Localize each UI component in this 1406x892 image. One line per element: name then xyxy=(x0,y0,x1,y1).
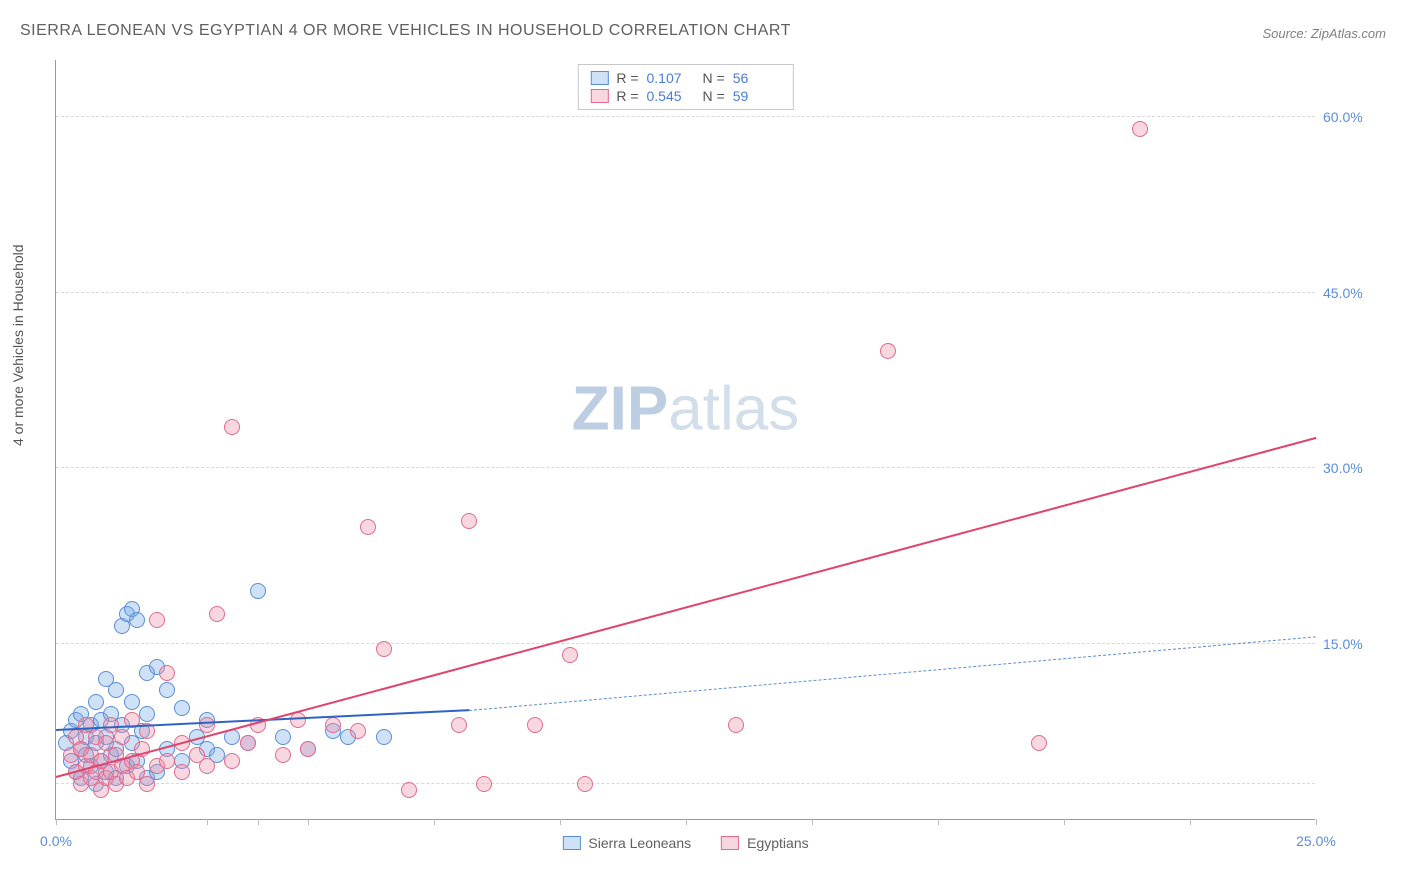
scatter-point xyxy=(451,717,467,733)
legend-r-label: R = xyxy=(616,88,638,104)
scatter-point xyxy=(88,694,104,710)
scatter-point xyxy=(129,612,145,628)
x-tick-label: 25.0% xyxy=(1296,833,1336,849)
x-tick xyxy=(308,819,309,825)
grid-line xyxy=(56,783,1315,784)
scatter-point xyxy=(224,753,240,769)
scatter-point xyxy=(527,717,543,733)
scatter-point xyxy=(376,729,392,745)
scatter-point xyxy=(360,519,376,535)
scatter-point xyxy=(350,723,366,739)
scatter-point xyxy=(1132,121,1148,137)
scatter-point xyxy=(124,694,140,710)
watermark-bold: ZIP xyxy=(572,375,668,444)
grid-line xyxy=(56,116,1315,117)
source-name: ZipAtlas.com xyxy=(1311,26,1386,41)
scatter-point xyxy=(108,682,124,698)
scatter-point xyxy=(275,729,291,745)
x-tick xyxy=(560,819,561,825)
legend-series: Sierra Leoneans Egyptians xyxy=(562,835,808,851)
scatter-point xyxy=(577,776,593,792)
legend-stat-row: R = 0.545 N = 59 xyxy=(590,87,780,105)
legend-swatch xyxy=(590,71,608,85)
grid-line xyxy=(56,643,1315,644)
legend-series-label: Sierra Leoneans xyxy=(588,835,691,851)
y-tick-label: 45.0% xyxy=(1323,285,1383,301)
legend-series-item: Egyptians xyxy=(721,835,808,851)
x-tick xyxy=(1190,819,1191,825)
scatter-point xyxy=(376,641,392,657)
scatter-point xyxy=(174,764,190,780)
scatter-point xyxy=(461,513,477,529)
x-tick xyxy=(258,819,259,825)
scatter-point xyxy=(159,682,175,698)
scatter-point xyxy=(199,717,215,733)
legend-r-value: 0.545 xyxy=(647,88,695,104)
x-tick xyxy=(434,819,435,825)
trend-line xyxy=(469,637,1316,712)
watermark: ZIPatlas xyxy=(572,374,799,445)
legend-swatch xyxy=(721,836,739,850)
scatter-plot-area: ZIPatlas R =0.107N =56R =0.545N =59 Sier… xyxy=(55,60,1315,820)
legend-series-label: Egyptians xyxy=(747,835,808,851)
scatter-point xyxy=(114,729,130,745)
scatter-point xyxy=(199,758,215,774)
source-attribution: Source: ZipAtlas.com xyxy=(1262,26,1386,41)
scatter-point xyxy=(275,747,291,763)
scatter-point xyxy=(209,606,225,622)
scatter-point xyxy=(250,583,266,599)
legend-r-label: R = xyxy=(616,70,638,86)
legend-swatch xyxy=(590,89,608,103)
source-prefix: Source: xyxy=(1262,26,1310,41)
scatter-point xyxy=(880,343,896,359)
legend-n-value: 56 xyxy=(733,70,781,86)
scatter-point xyxy=(159,753,175,769)
legend-series-item: Sierra Leoneans xyxy=(562,835,691,851)
trend-line xyxy=(56,437,1317,778)
scatter-point xyxy=(224,419,240,435)
legend-stats-box: R = 0.107 N = 56 R = 0.545 N = 59 xyxy=(577,64,793,110)
legend-r-value: 0.107 xyxy=(647,70,695,86)
x-tick xyxy=(207,819,208,825)
y-tick-label: 60.0% xyxy=(1323,109,1383,125)
x-tick xyxy=(1316,819,1317,825)
x-tick xyxy=(686,819,687,825)
scatter-point xyxy=(562,647,578,663)
scatter-point xyxy=(325,717,341,733)
legend-swatch xyxy=(562,836,580,850)
x-tick xyxy=(938,819,939,825)
x-tick-label: 0.0% xyxy=(40,833,72,849)
x-tick xyxy=(56,819,57,825)
grid-line xyxy=(56,292,1315,293)
legend-n-value: 59 xyxy=(733,88,781,104)
scatter-point xyxy=(149,612,165,628)
watermark-rest: atlas xyxy=(668,375,799,444)
scatter-point xyxy=(476,776,492,792)
scatter-point xyxy=(1031,735,1047,751)
scatter-point xyxy=(174,700,190,716)
legend-n-label: N = xyxy=(703,88,725,104)
y-tick-label: 30.0% xyxy=(1323,460,1383,476)
y-tick-label: 15.0% xyxy=(1323,636,1383,652)
scatter-point xyxy=(159,665,175,681)
scatter-point xyxy=(300,741,316,757)
legend-n-label: N = xyxy=(703,70,725,86)
legend-stat-row: R = 0.107 N = 56 xyxy=(590,69,780,87)
y-axis-title: 4 or more Vehicles in Household xyxy=(10,244,26,446)
scatter-point xyxy=(728,717,744,733)
scatter-point xyxy=(139,706,155,722)
grid-line xyxy=(56,467,1315,468)
chart-title: SIERRA LEONEAN VS EGYPTIAN 4 OR MORE VEH… xyxy=(20,22,791,40)
scatter-point xyxy=(240,735,256,751)
scatter-point xyxy=(401,782,417,798)
x-tick xyxy=(812,819,813,825)
scatter-point xyxy=(139,776,155,792)
x-tick xyxy=(1064,819,1065,825)
